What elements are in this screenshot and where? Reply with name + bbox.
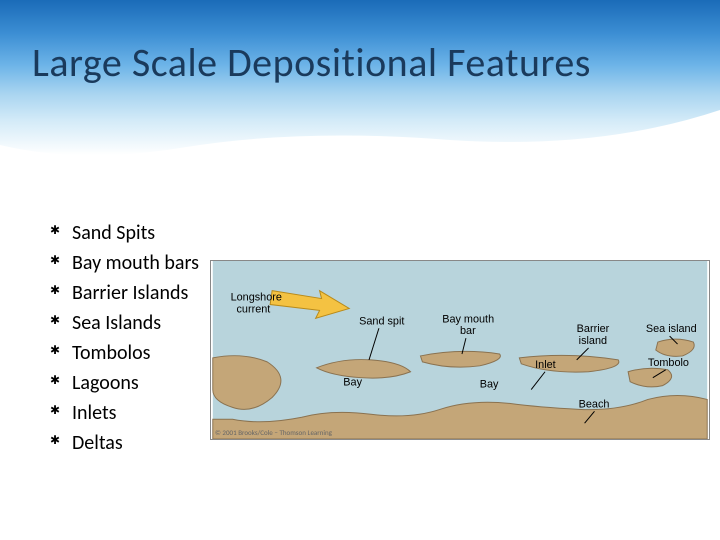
svg-text:Sand spit: Sand spit	[359, 315, 404, 327]
svg-text:Barrier: Barrier	[577, 323, 610, 335]
list-item: Deltas	[50, 428, 199, 458]
list-item: Lagoons	[50, 368, 199, 398]
list-item: Bay mouth bars	[50, 248, 199, 278]
feature-list: Sand Spits Bay mouth bars Barrier Island…	[50, 218, 199, 458]
svg-text:current: current	[237, 303, 271, 315]
list-item: Inlets	[50, 398, 199, 428]
svg-text:Beach: Beach	[579, 398, 610, 410]
svg-text:Sea island: Sea island	[646, 323, 697, 335]
list-item: Sea Islands	[50, 308, 199, 338]
svg-text:Tombolo: Tombolo	[648, 357, 689, 369]
svg-text:Inlet: Inlet	[535, 359, 556, 371]
diagram-copyright: © 2001 Brooks/Cole – Thomson Learning	[215, 428, 332, 437]
coastal-features-diagram: Longshorecurrent Sand spit Bay Bay mouthbar…	[210, 260, 710, 440]
svg-text:island: island	[579, 335, 607, 347]
svg-text:Bay: Bay	[480, 379, 499, 391]
svg-text:bar: bar	[460, 325, 476, 337]
svg-text:Longshore: Longshore	[231, 292, 282, 304]
slide-title: Large Scale Depositional Features	[32, 38, 591, 87]
list-item: Barrier Islands	[50, 278, 199, 308]
svg-text:Bay mouth: Bay mouth	[442, 313, 494, 325]
list-item: Tombolos	[50, 338, 199, 368]
list-item: Sand Spits	[50, 218, 199, 248]
svg-text:Bay: Bay	[343, 377, 362, 389]
